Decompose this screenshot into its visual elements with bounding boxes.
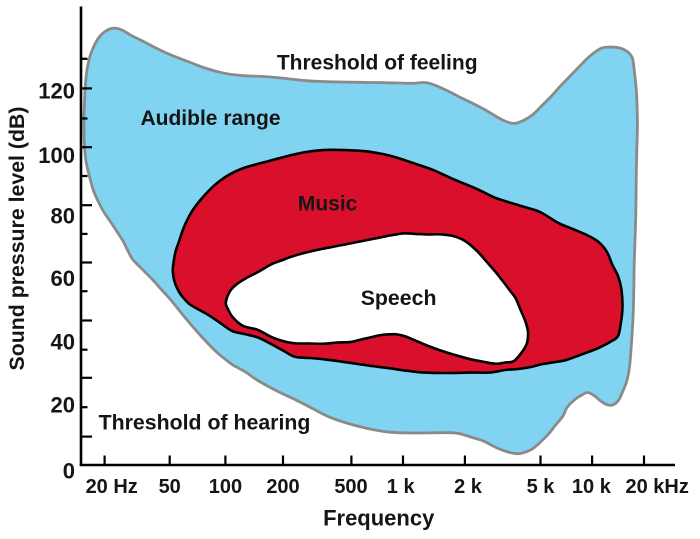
svg-text:20 Hz: 20 Hz — [86, 476, 138, 498]
svg-text:2 k: 2 k — [454, 476, 483, 498]
svg-text:80: 80 — [51, 204, 75, 229]
svg-text:Sound pressure level (dB): Sound pressure level (dB) — [5, 107, 29, 371]
svg-text:1 k: 1 k — [387, 476, 416, 498]
svg-text:Music: Music — [298, 192, 358, 215]
svg-text:Frequency: Frequency — [323, 505, 435, 530]
svg-text:50: 50 — [159, 476, 181, 498]
svg-text:100: 100 — [38, 143, 75, 168]
svg-text:Audible range: Audible range — [140, 107, 280, 130]
svg-text:40: 40 — [51, 330, 75, 355]
svg-text:500: 500 — [334, 476, 367, 498]
svg-text:200: 200 — [266, 476, 299, 498]
svg-text:60: 60 — [51, 266, 75, 291]
svg-text:5 k: 5 k — [527, 476, 556, 498]
svg-text:20: 20 — [51, 393, 75, 418]
svg-text:10 k: 10 k — [572, 476, 612, 498]
svg-text:120: 120 — [38, 79, 75, 104]
svg-text:Speech: Speech — [361, 286, 437, 310]
svg-text:Threshold of hearing: Threshold of hearing — [99, 411, 311, 435]
svg-text:Threshold of feeling: Threshold of feeling — [277, 51, 478, 74]
svg-text:20 kHz: 20 kHz — [626, 476, 689, 498]
svg-text:0: 0 — [63, 458, 75, 483]
svg-text:100: 100 — [209, 476, 242, 498]
